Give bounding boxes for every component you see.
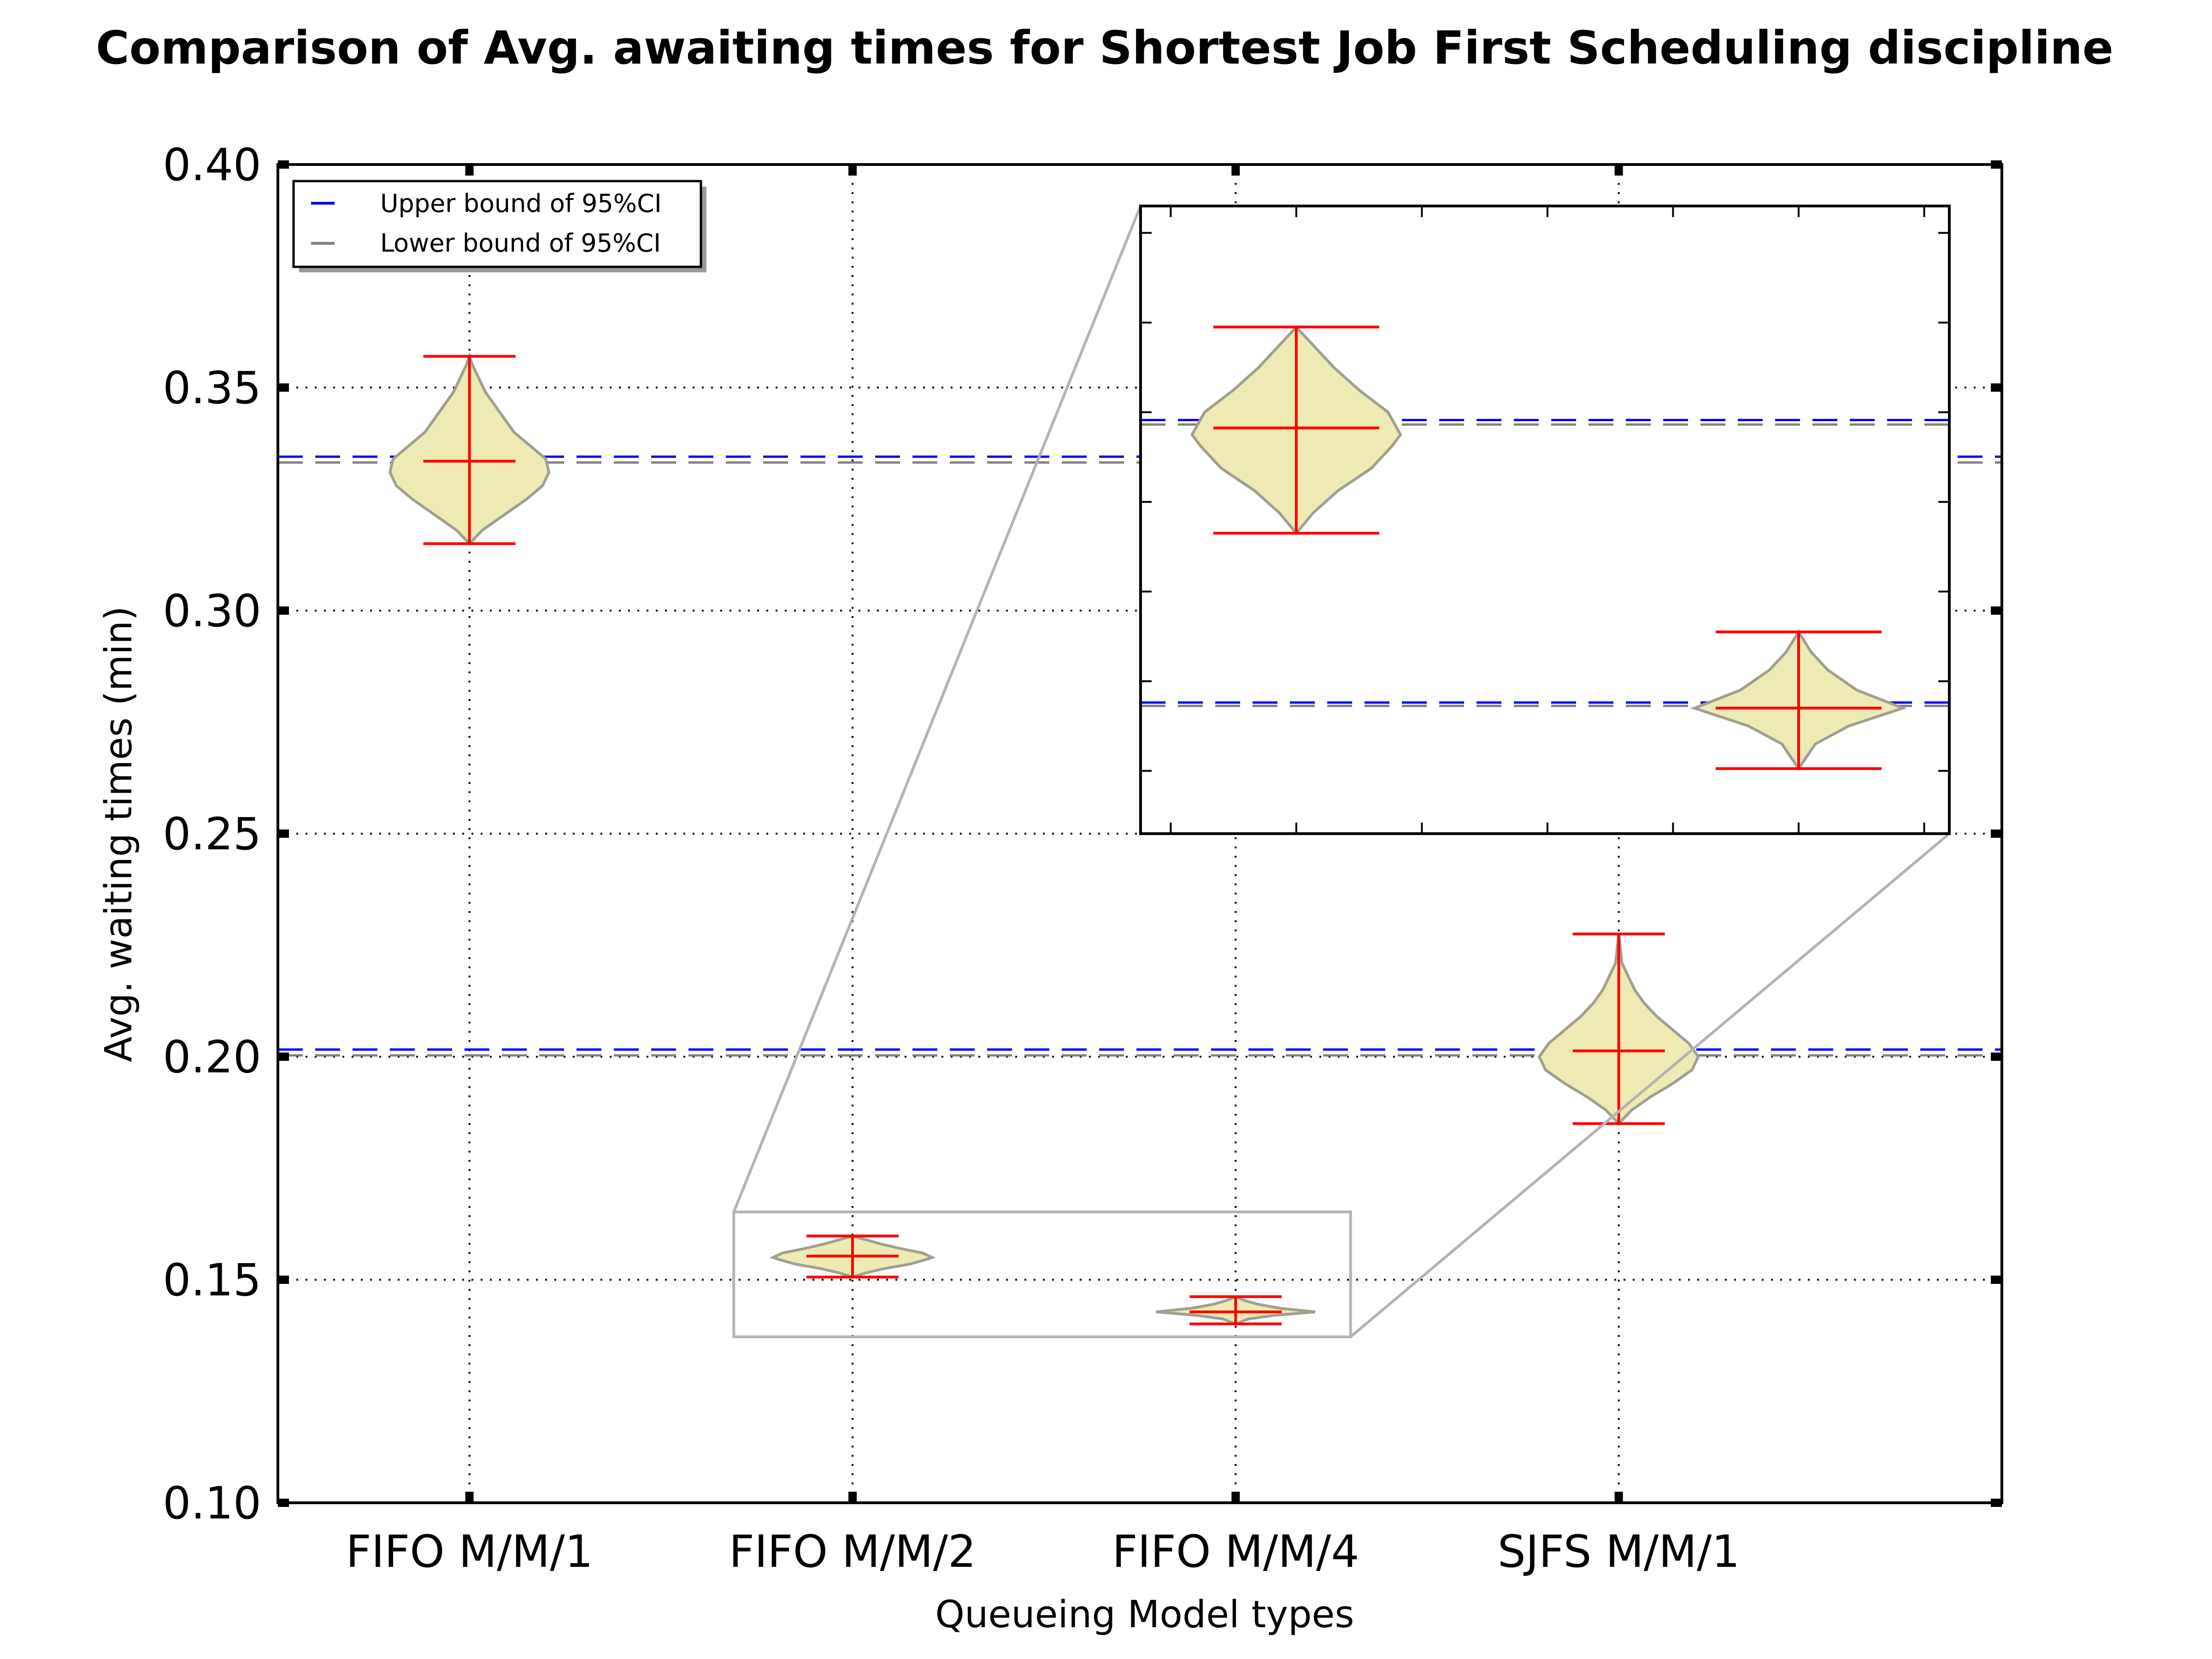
- x-tick-label: FIFO M/M/2: [729, 1526, 976, 1577]
- x-tick-label: FIFO M/M/1: [346, 1526, 593, 1577]
- inset-violin-3: [1690, 629, 1907, 771]
- y-tick-label: 0.35: [163, 362, 261, 414]
- x-tick-label: FIFO M/M/4: [1112, 1526, 1359, 1577]
- zoom-connector-left: [732, 205, 1142, 1212]
- legend-upper-label: Upper bound of 95%CI: [380, 189, 662, 218]
- y-tick-label: 0.20: [163, 1031, 261, 1083]
- y-tick-label: 0.40: [163, 139, 261, 191]
- violin-4: [1537, 932, 1700, 1126]
- y-tick-label: 0.30: [163, 585, 261, 637]
- violin-1: [388, 352, 551, 546]
- violin-2: [769, 1234, 936, 1279]
- violins: [388, 352, 1700, 1326]
- inset-content: [1141, 325, 1949, 771]
- y-tick-label: 0.10: [163, 1477, 261, 1529]
- ticks: 0.10 0.15 0.20 0.25 0.30 0.35 0.40 FIFO M/M/1 FI…: [163, 139, 2002, 1577]
- legend-lower-label: Lower bound of 95%CI: [380, 229, 661, 258]
- y-tick-label: 0.25: [163, 808, 261, 860]
- zoom-connector-right: [1349, 832, 1950, 1338]
- legend: Upper bound of 95%CI Lower bound of 95%C…: [292, 180, 706, 272]
- violin-3: [1156, 1295, 1316, 1326]
- x-tick-label: SJFS M/M/1: [1498, 1526, 1740, 1577]
- zoom-connector: [732, 205, 1950, 1338]
- inset-violin-2: [1190, 325, 1402, 535]
- x-axis-label: Queueing Model types: [935, 1593, 1354, 1636]
- inset-background: [1141, 206, 1949, 834]
- y-tick-label: 0.15: [163, 1254, 261, 1306]
- inset-zoom-panel: [1139, 205, 1951, 835]
- y-axis-label: Avg. waiting times (min): [97, 606, 141, 1062]
- inset-frame: [1139, 205, 1951, 835]
- chart-title: Comparison of Avg. awaiting times for Sh…: [96, 22, 2113, 75]
- zoom-region-box: [732, 1210, 1352, 1338]
- legend-box: [292, 180, 702, 268]
